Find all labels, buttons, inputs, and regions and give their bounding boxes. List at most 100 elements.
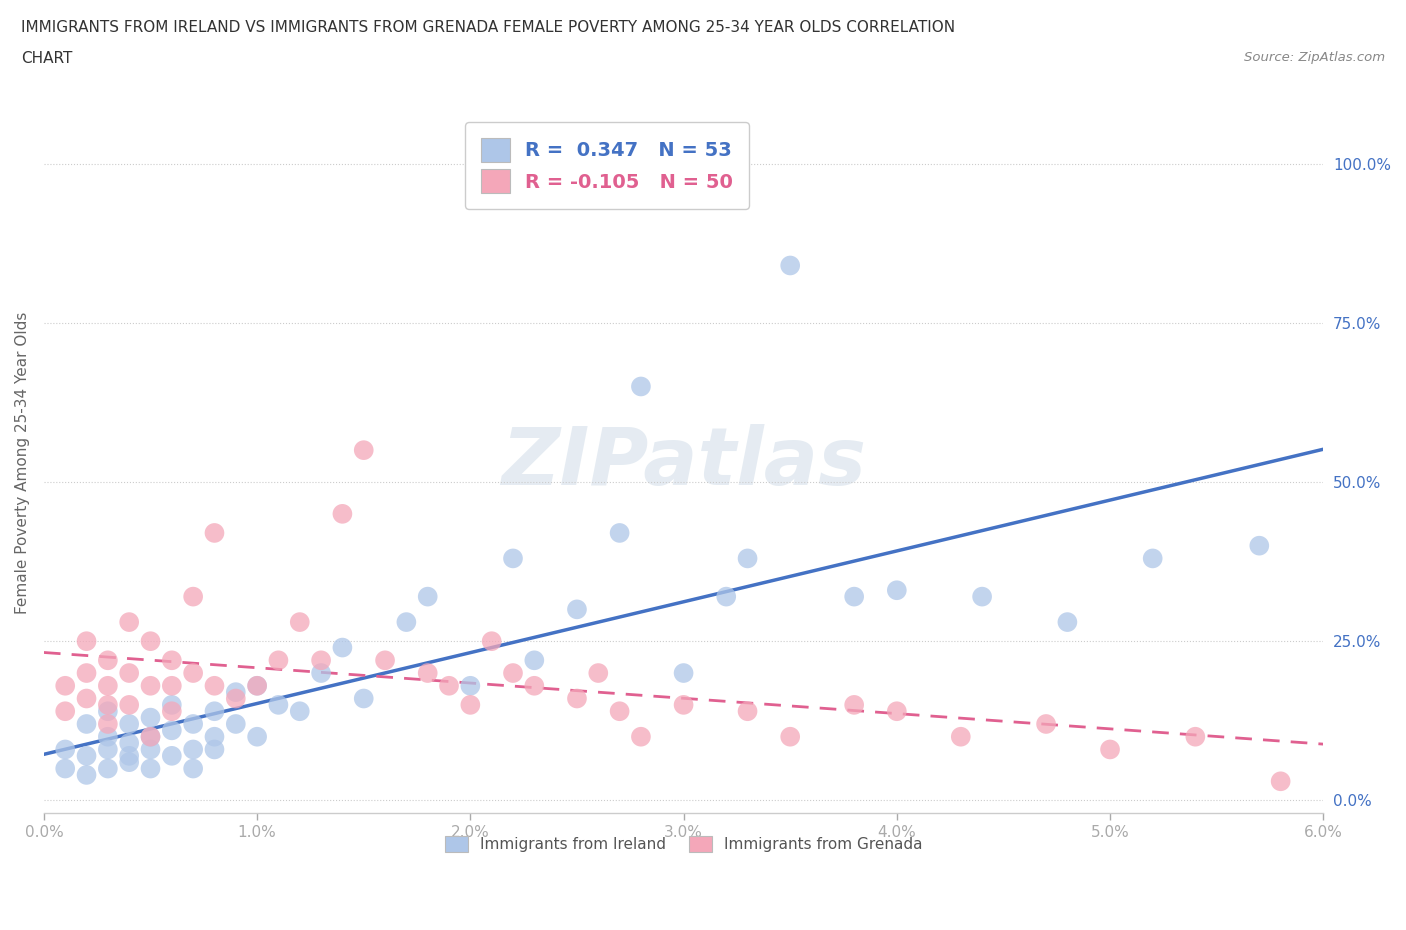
Point [139, 742, 162, 757]
Point [565, 691, 588, 706]
Point [97, 653, 120, 668]
Point [76, 691, 98, 706]
Point [353, 691, 375, 706]
Point [1249, 538, 1271, 553]
Point [609, 704, 631, 719]
Point [630, 729, 652, 744]
Text: ZIPatlas: ZIPatlas [501, 424, 866, 502]
Point [481, 633, 503, 648]
Point [309, 666, 332, 681]
Point [246, 678, 269, 693]
Point [288, 615, 311, 630]
Point [353, 443, 375, 458]
Point [118, 615, 141, 630]
Point [672, 698, 695, 712]
Point [76, 666, 98, 681]
Y-axis label: Female Poverty Among 25-34 Year Olds: Female Poverty Among 25-34 Year Olds [15, 312, 30, 614]
Point [97, 742, 120, 757]
Point [1142, 551, 1164, 565]
Point [139, 678, 162, 693]
Point [588, 666, 610, 681]
Point [97, 698, 120, 712]
Point [523, 653, 546, 668]
Point [374, 653, 396, 668]
Point [502, 551, 524, 565]
Point [844, 698, 866, 712]
Point [139, 711, 162, 725]
Point [160, 723, 183, 737]
Point [886, 704, 908, 719]
Point [225, 716, 247, 731]
Text: IMMIGRANTS FROM IRELAND VS IMMIGRANTS FROM GRENADA FEMALE POVERTY AMONG 25-34 YE: IMMIGRANTS FROM IRELAND VS IMMIGRANTS FR… [21, 20, 955, 35]
Point [181, 742, 204, 757]
Point [76, 716, 98, 731]
Point [160, 749, 183, 764]
Point [737, 704, 759, 719]
Point [53, 761, 76, 776]
Point [309, 653, 332, 668]
Point [204, 525, 226, 540]
Point [1035, 716, 1057, 731]
Point [97, 729, 120, 744]
Point [267, 698, 290, 712]
Point [288, 704, 311, 719]
Point [181, 716, 204, 731]
Point [118, 698, 141, 712]
Point [1099, 742, 1122, 757]
Point [672, 666, 695, 681]
Point [630, 379, 652, 394]
Point [53, 742, 76, 757]
Point [779, 729, 801, 744]
Point [204, 742, 226, 757]
Point [949, 729, 972, 744]
Point [181, 666, 204, 681]
Point [416, 666, 439, 681]
Point [1056, 615, 1078, 630]
Point [181, 761, 204, 776]
Text: Source: ZipAtlas.com: Source: ZipAtlas.com [1244, 51, 1385, 64]
Point [76, 749, 98, 764]
Point [118, 736, 141, 751]
Point [160, 653, 183, 668]
Point [1184, 729, 1206, 744]
Point [716, 590, 738, 604]
Point [204, 729, 226, 744]
Point [204, 678, 226, 693]
Point [609, 525, 631, 540]
Point [204, 704, 226, 719]
Text: CHART: CHART [21, 51, 73, 66]
Point [502, 666, 524, 681]
Point [76, 767, 98, 782]
Point [972, 590, 994, 604]
Point [139, 729, 162, 744]
Point [139, 633, 162, 648]
Point [844, 590, 866, 604]
Point [76, 633, 98, 648]
Point [225, 691, 247, 706]
Point [160, 678, 183, 693]
Point [160, 704, 183, 719]
Point [160, 698, 183, 712]
Point [565, 602, 588, 617]
Point [118, 755, 141, 770]
Point [1270, 774, 1292, 789]
Point [53, 704, 76, 719]
Legend: Immigrants from Ireland, Immigrants from Grenada: Immigrants from Ireland, Immigrants from… [439, 830, 928, 858]
Point [139, 761, 162, 776]
Point [139, 729, 162, 744]
Point [395, 615, 418, 630]
Point [437, 678, 460, 693]
Point [332, 640, 354, 655]
Point [225, 684, 247, 699]
Point [523, 678, 546, 693]
Point [118, 666, 141, 681]
Point [97, 678, 120, 693]
Point [779, 258, 801, 272]
Point [246, 729, 269, 744]
Point [460, 678, 482, 693]
Point [118, 749, 141, 764]
Point [97, 761, 120, 776]
Point [737, 551, 759, 565]
Point [460, 698, 482, 712]
Point [416, 590, 439, 604]
